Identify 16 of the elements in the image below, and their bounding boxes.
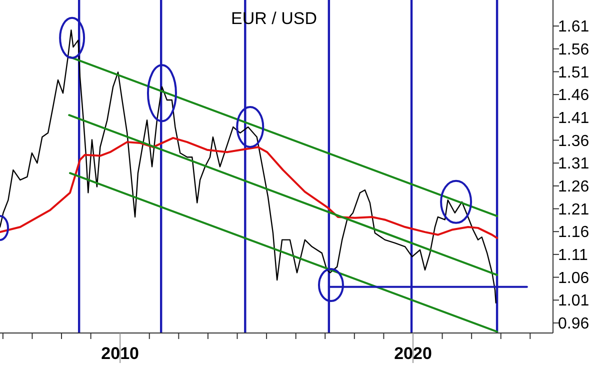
y-tick-label: 1.01 <box>558 292 590 310</box>
y-tick-label: 1.56 <box>558 41 590 58</box>
x-tick-label: 2010 <box>101 344 140 363</box>
y-tick-label: 1.31 <box>558 156 590 173</box>
y-tick-label: 1.51 <box>558 64 590 82</box>
y-tick-label: 1.41 <box>558 110 590 127</box>
y-tick-label: 1.36 <box>558 132 590 150</box>
y-tick-label: 1.11 <box>558 247 588 264</box>
y-tick-label: 1.26 <box>558 178 590 196</box>
x-tick-label: 2020 <box>394 344 432 363</box>
y-tick-label: 1.06 <box>558 270 590 287</box>
y-tick-label: 1.46 <box>558 87 590 104</box>
y-tick-label: 1.16 <box>558 224 590 242</box>
y-tick-label: 0.96 <box>558 316 590 333</box>
y-tick-label: 1.61 <box>558 18 590 36</box>
y-tick-label: 1.21 <box>558 201 590 218</box>
